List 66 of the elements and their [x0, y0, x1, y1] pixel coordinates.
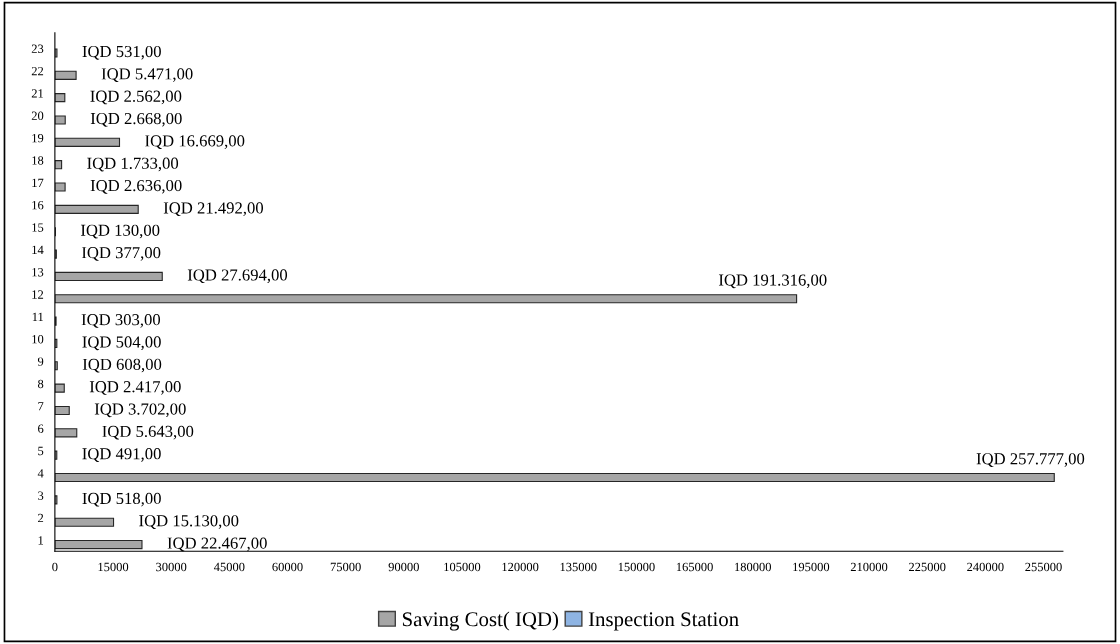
- x-tick-label: 180000: [735, 562, 771, 572]
- data-label: IQD 491,00: [82, 448, 161, 462]
- data-label: IQD 5.643,00: [102, 425, 194, 440]
- legend-label: Inspection Station: [588, 612, 739, 631]
- y-tick-label: 1: [38, 536, 44, 545]
- data-label: IQD 518,00: [82, 492, 161, 507]
- y-tick-label: 5: [38, 446, 44, 456]
- y-tick-label: 18: [32, 156, 44, 165]
- y-tick-label: 19: [32, 133, 44, 143]
- data-label: IQD 191.316,00: [718, 274, 827, 289]
- data-label: IQD 303,00: [81, 314, 161, 328]
- x-tick-label: 60000: [272, 562, 303, 572]
- data-label: IQD 22.467,00: [167, 537, 267, 552]
- y-tick-label: 9: [37, 357, 44, 366]
- x-tick-label: 15000: [98, 562, 129, 572]
- data-label: IQD 377,00: [81, 246, 161, 261]
- y-tick-label: 23: [31, 44, 44, 53]
- x-tick-label: 0: [52, 562, 58, 572]
- y-tick-label: 15: [32, 223, 44, 232]
- y-tick-label: 11: [32, 312, 44, 321]
- x-tick-label: 240000: [967, 562, 1004, 572]
- data-label: IQD 608,00: [82, 358, 162, 373]
- y-tick-label: 20: [31, 111, 44, 120]
- x-tick-label: 150000: [618, 562, 655, 572]
- x-tick-label: 45000: [213, 562, 245, 572]
- data-label: IQD 5.471,00: [101, 68, 193, 83]
- x-tick-label: 210000: [850, 562, 888, 572]
- y-tick-label: 13: [32, 268, 44, 277]
- data-label: IQD 257.777,00: [976, 453, 1085, 467]
- data-label: IQD 15.130,00: [139, 515, 239, 529]
- data-label: IQD 2.636,00: [90, 179, 182, 194]
- y-tick-label: 4: [37, 469, 44, 478]
- data-label: IQD 1.733,00: [87, 157, 179, 172]
- x-tick-label: 195000: [793, 562, 830, 572]
- x-tick-label: 255000: [1025, 562, 1062, 572]
- data-label: IQD 2.417,00: [89, 381, 181, 395]
- y-tick-label: 2: [38, 513, 44, 523]
- x-tick-label: 225000: [908, 562, 946, 572]
- data-label: IQD 504,00: [82, 336, 161, 351]
- data-label: IQD 3.702,00: [94, 403, 186, 418]
- y-tick-label: 3: [38, 491, 44, 500]
- data-label: IQD 21.492,00: [163, 202, 264, 217]
- data-label: IQD 130,00: [80, 224, 160, 239]
- y-tick-label: 12: [32, 290, 44, 299]
- data-label: IQD 2.668,00: [90, 112, 182, 127]
- y-tick-label: 21: [31, 89, 44, 98]
- y-tick-label: 6: [38, 424, 44, 433]
- y-tick-label: 10: [32, 335, 44, 344]
- x-tick-label: 75000: [330, 562, 361, 572]
- y-tick-label: 7: [38, 402, 44, 411]
- y-tick-label: 14: [32, 245, 44, 254]
- data-label: IQD 531,00: [82, 45, 161, 60]
- y-tick-label: 17: [32, 178, 44, 187]
- x-tick-label: 90000: [388, 562, 419, 572]
- x-tick-label: 105000: [444, 562, 481, 572]
- y-tick-label: 8: [38, 379, 44, 389]
- data-label: IQD 27.694,00: [187, 269, 288, 284]
- y-tick-label: 22: [31, 66, 44, 76]
- x-tick-label: 30000: [156, 562, 187, 572]
- y-tick-label: 16: [32, 200, 44, 210]
- x-tick-label: 135000: [560, 562, 597, 572]
- x-tick-label: 120000: [502, 562, 539, 572]
- data-label: IQD 16.669,00: [145, 135, 245, 150]
- x-tick-label: 165000: [676, 562, 713, 572]
- legend-label: Saving Cost( IQD): [402, 611, 559, 631]
- data-label: IQD 2.562,00: [90, 90, 182, 105]
